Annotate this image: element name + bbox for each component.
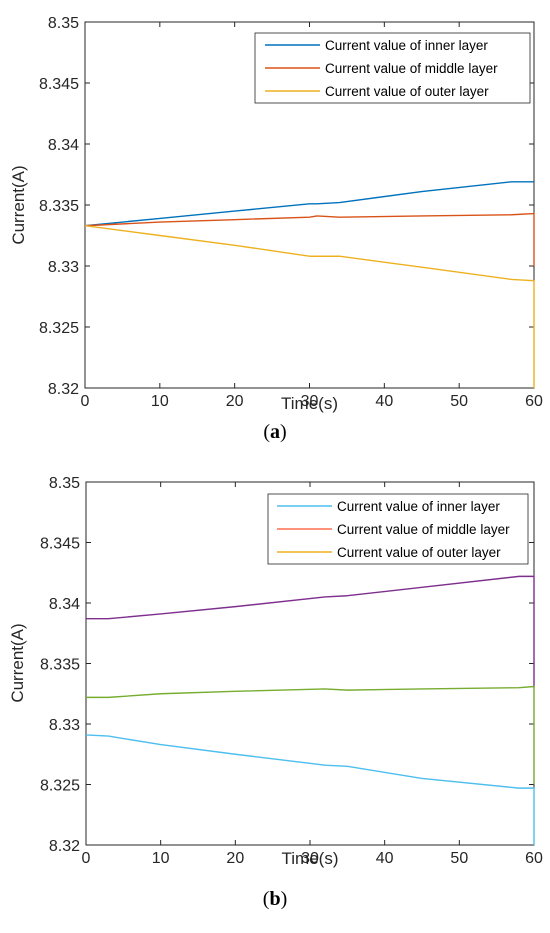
y-tick-label: 8.34 [49,596,80,613]
x-axis-label: Time(s) [282,849,339,868]
y-axis-label: Current(A) [9,165,28,244]
legend-entry-label: Current value of outer layer [325,84,489,99]
x-tick-label: 60 [525,850,543,867]
legend-entry-label: Current value of inner layer [325,38,488,53]
legend-entry-label: Current value of middle layer [337,522,510,537]
y-axis-label: Current(A) [8,623,27,702]
y-tick-label: 8.35 [48,15,79,32]
y-tick-label: 8.34 [48,137,79,154]
y-tick-label: 8.32 [48,381,79,398]
series-line-2 [86,685,535,785]
series-line-3 [85,734,535,845]
chart-panel-a: 0 10 20 30 40 50 60 8.32 8.325 8.33 8.335 8.34 8.345… [9,15,543,443]
x-tick-label: 0 [81,393,90,410]
y-tick-label: 8.35 [49,475,80,492]
x-tick-label: 30 [301,850,319,867]
y-tick-label: 8.33 [48,259,79,276]
x-tick-label: 20 [226,850,244,867]
y-tick-label: 8.335 [39,198,79,215]
y-tick-label: 8.33 [49,717,80,734]
x-tick-label: 60 [525,393,543,410]
x-tick-label: 40 [375,393,393,410]
series-line-1 [86,575,535,688]
y-tick-label: 8.345 [39,76,79,93]
x-tick-label: 10 [151,393,169,410]
panel-caption: (b) [263,888,287,910]
y-tick-label: 8.32 [49,838,80,855]
x-tick-label: 30 [301,393,319,410]
y-tick-label: 8.325 [39,320,79,337]
series-line-3 [84,225,535,388]
chart-panel-b: 0 10 20 30 40 50 60 8.32 8.325 8.33 8.335 8.34 8.345… [8,475,543,910]
legend: Current value of inner layer Current valu… [267,493,529,565]
x-tick-label: 20 [226,393,244,410]
panel-caption: (a) [263,421,286,443]
y-tick-label: 8.335 [40,657,80,674]
x-axis-label: Time(s) [281,394,338,413]
y-tick-label: 8.325 [40,778,80,795]
x-tick-label: 40 [376,850,394,867]
x-tick-label: 50 [450,393,468,410]
legend: Current value of inner layer Current valu… [254,32,531,104]
legend-entry-label: Current value of inner layer [337,499,500,514]
series-line-2 [84,212,535,266]
series-line-1 [84,181,534,227]
legend-entry-label: Current value of outer layer [337,545,501,560]
x-tick-label: 50 [450,850,468,867]
legend-entry-label: Current value of middle layer [325,61,498,76]
x-tick-label: 10 [152,850,170,867]
y-tick-label: 8.345 [40,536,80,553]
x-tick-label: 0 [82,850,91,867]
